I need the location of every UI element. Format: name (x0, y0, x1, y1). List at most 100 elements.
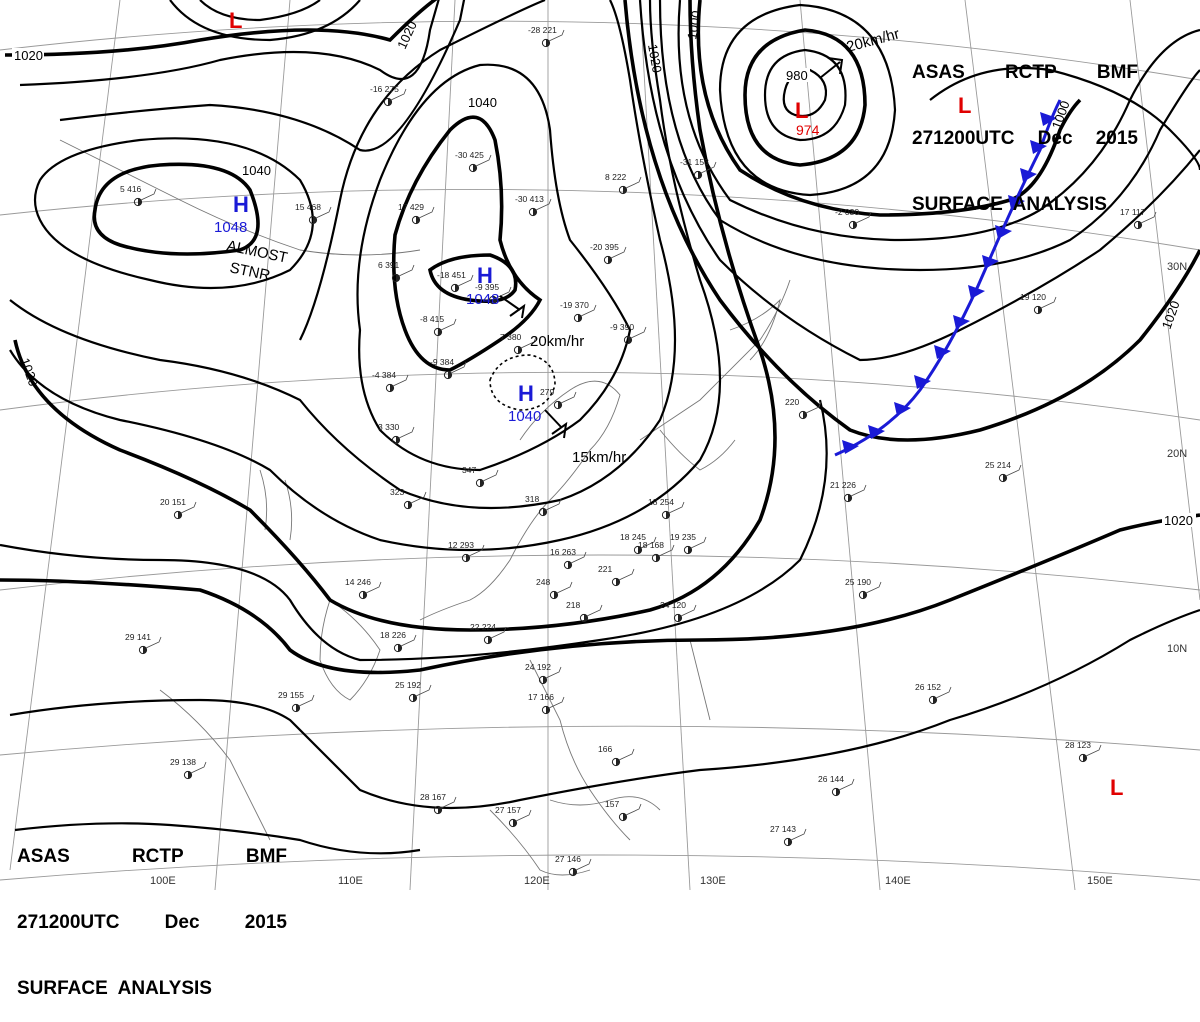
wind-barb-icon (298, 694, 315, 707)
station-plot: 29 155 (278, 690, 315, 713)
station-plot: 22 224 (470, 622, 507, 645)
isobar-label: 1020 (14, 48, 43, 63)
station-plot: 318 (525, 494, 562, 517)
isobar-mid-1 (299, 0, 546, 341)
high-pressure-value: 1040 (508, 408, 541, 425)
front-triangle-icon (953, 315, 970, 329)
isobars (0, 0, 1200, 855)
station-plot: 18 226 (380, 630, 417, 653)
high-pressure-value: 1048 (466, 291, 499, 308)
station-plot: -8 415 (420, 314, 457, 337)
station-reading: 7 380 (500, 332, 522, 342)
station-reading: 221 (598, 564, 612, 574)
cloud-cover-icon (473, 164, 477, 172)
isobar-low-4 (718, 3, 897, 197)
wind-barb-icon (625, 803, 642, 816)
station-reading: 29 155 (278, 690, 304, 700)
low-symbol: L (229, 8, 242, 33)
cloud-cover-icon (578, 314, 582, 322)
station-reading: 17 429 (398, 202, 424, 212)
wind-barb-icon (515, 809, 532, 822)
isobar-label: 1020 (17, 356, 41, 388)
latitude-label: 20N (1167, 448, 1187, 460)
title-month: Dec (164, 912, 200, 933)
isobar-1040-west (92, 162, 260, 256)
station-reading: -9 395 (475, 282, 499, 292)
cloud-cover-icon (448, 371, 452, 379)
title-year: 2015 (244, 912, 287, 933)
isobar-1020-north (4, 0, 438, 57)
station-plot: 18 254 (648, 497, 685, 520)
cloud-cover-icon (543, 676, 547, 684)
cloud-cover-icon (138, 198, 142, 206)
station-reading: 24 120 (660, 600, 686, 610)
station-plot: 220 (785, 397, 822, 420)
isobar-top-left-2 (169, 0, 361, 42)
wind-barb-icon (482, 469, 499, 482)
isobar-top-left (199, 0, 321, 22)
title-station: RCTP (1004, 62, 1057, 83)
title-line-2: 271200UTC Dec 2015 (912, 128, 1138, 150)
station-plot: -28 221 (528, 25, 565, 48)
high-pressure-south: H 1040 15km/hr (508, 381, 626, 466)
wind-barb-icon (398, 426, 415, 439)
station-plot: 12 293 (448, 540, 485, 563)
high-pressure-value: 1048 (214, 219, 247, 236)
high-note: STNR (228, 259, 272, 284)
motion-speed: 20km/hr (530, 333, 584, 350)
wind-barb-icon (450, 361, 467, 374)
cloud-cover-icon (390, 384, 394, 392)
cloud-cover-icon (363, 591, 367, 599)
title-code: BMF (1096, 62, 1138, 83)
station-reading: 27 157 (495, 805, 521, 815)
cloud-cover-icon (493, 296, 497, 304)
station-reading: -16 275 (370, 84, 399, 94)
isobar-north-2 (59, 0, 466, 152)
station-reading: 166 (598, 744, 612, 754)
wind-barb-icon (400, 634, 417, 647)
station-reading: 20 151 (160, 497, 186, 507)
station-reading: 22 224 (470, 622, 496, 632)
cloud-cover-icon (313, 216, 317, 224)
wind-barb-icon (570, 551, 587, 564)
title-block-top: ASAS RCTP BMF 271200UTC Dec 2015 SURFACE… (912, 18, 1138, 238)
station-plot: -20 395 (590, 242, 627, 265)
cloud-cover-icon (623, 186, 627, 194)
cloud-cover-icon (558, 401, 562, 409)
isobar-label: 1020 (394, 19, 420, 52)
wind-barb-icon (535, 198, 552, 211)
wind-barb-icon (1040, 296, 1057, 309)
cloud-cover-icon (788, 838, 792, 846)
high-symbol: H (477, 263, 493, 288)
front-triangle-icon (868, 425, 885, 439)
isobar-south-3 (14, 822, 421, 855)
cloud-cover-icon (1083, 754, 1087, 762)
title-line-1: ASAS RCTP BMF (912, 62, 1138, 84)
wind-barb-icon (468, 544, 485, 557)
station-plot: 25 192 (395, 680, 432, 703)
motion-arrow-icon (499, 295, 526, 319)
wind-barb-icon (618, 568, 635, 581)
wind-barb-icon (180, 501, 197, 514)
station-plot: 5 416 (120, 184, 157, 207)
wind-barb-icon (315, 206, 332, 219)
station-reading: -18 451 (437, 270, 466, 280)
high-symbol: H (233, 192, 249, 217)
front-triangle-icon (968, 285, 985, 299)
wind-barb-icon (575, 858, 592, 871)
wind-barb-icon (365, 581, 382, 594)
cloud-cover-icon (480, 479, 484, 487)
station-reading: 27 146 (555, 854, 581, 864)
isobar-north-1 (19, 0, 440, 87)
station-reading: 24 192 (525, 662, 551, 672)
station-plot: 27 143 (770, 824, 807, 847)
station-plot: 27 157 (495, 805, 532, 828)
wind-barb-icon (1085, 744, 1102, 757)
cloud-cover-icon (413, 694, 417, 702)
station-reading: -4 384 (372, 370, 396, 380)
cloud-cover-icon (466, 554, 470, 562)
station-reading: 18 254 (648, 497, 674, 507)
high-pressure-center: H 1048 20km/hr (466, 263, 584, 350)
title-product: ASAS (912, 62, 965, 83)
title-time: 271200UTC (912, 128, 1015, 149)
